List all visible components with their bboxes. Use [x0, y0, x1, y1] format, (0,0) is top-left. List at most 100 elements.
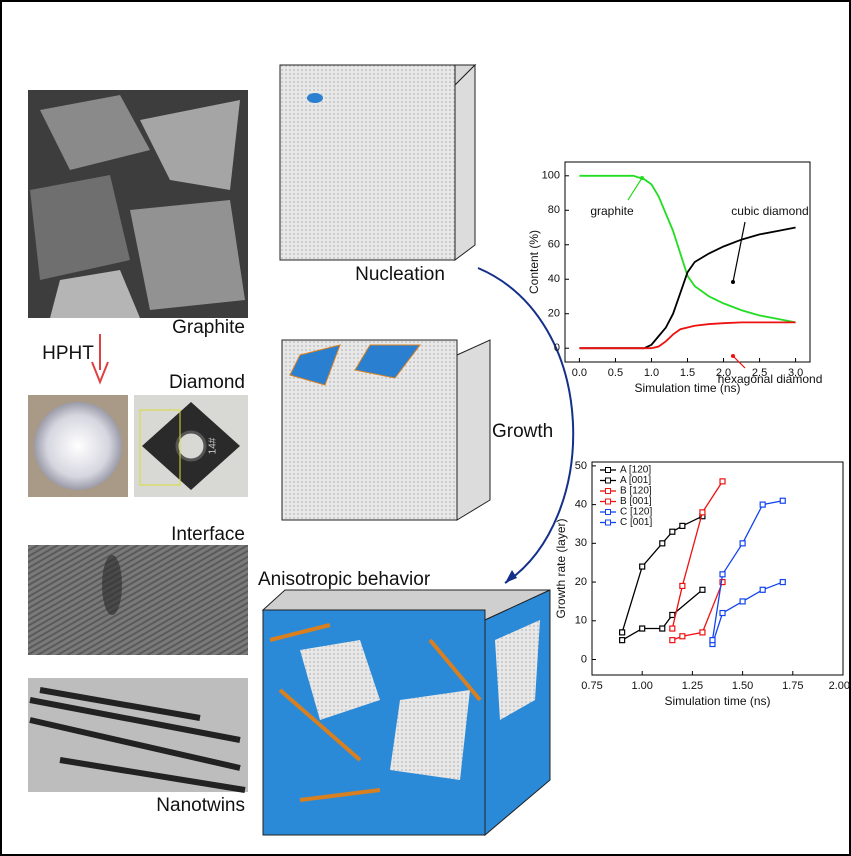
annotation-arrow-head: [640, 176, 644, 180]
legend-marker: [605, 509, 611, 515]
data-point: [669, 637, 676, 644]
legend-marker: [605, 488, 611, 494]
data-point: [699, 586, 706, 593]
cube-anisotropic: [261, 589, 551, 837]
y-axis-label: Growth rate (layer): [554, 518, 568, 618]
x-tick-label: 2.0: [716, 367, 731, 379]
graphite-label: Graphite: [172, 317, 245, 338]
graphite-image: [28, 90, 248, 318]
x-tick-label: 1.75: [782, 680, 803, 692]
data-point: [719, 478, 726, 485]
legend-label: C [001]: [620, 517, 652, 528]
nucleation-label: Nucleation: [355, 264, 445, 285]
annotation-arrow-head: [731, 354, 735, 358]
hpht-arrow: [91, 334, 109, 385]
legend-label: A [001]: [620, 475, 651, 486]
nanotwins-bands: [29, 687, 246, 793]
legend-marker: [605, 498, 611, 505]
data-point: [619, 637, 626, 644]
legend-marker: [605, 477, 611, 484]
diamond-gem: [34, 402, 122, 490]
anisotropic-label: Anisotropic behavior: [258, 569, 431, 590]
annotation-arrow: [627, 177, 643, 201]
x-axis-label: Simulation time (ns): [634, 381, 740, 395]
data-point: [659, 625, 666, 632]
legend-marker: [605, 467, 611, 473]
data-point: [719, 578, 726, 586]
y-tick-label: 50: [575, 460, 587, 472]
data-point: [759, 586, 766, 593]
plot-frame: [591, 461, 844, 676]
data-point: [679, 522, 686, 530]
cube-nucleation: [279, 63, 477, 261]
series-annotation: cubic diamond: [731, 204, 808, 218]
legend-label: A [120]: [620, 465, 651, 476]
data-point: [759, 501, 766, 508]
series-annotation: hexagonal diamond: [718, 372, 823, 386]
x-tick-label: 0.0: [572, 367, 587, 379]
y-axis-label: Content (%): [527, 230, 541, 294]
x-tick-label: 1.25: [682, 680, 703, 692]
x-tick-label: 1.50: [732, 680, 753, 692]
y-tick-label: 40: [548, 273, 560, 285]
series-line: [579, 321, 796, 350]
x-tick-label: 1.00: [631, 680, 652, 692]
y-tick-label: 100: [542, 170, 560, 182]
y-tick-label: 80: [548, 204, 560, 216]
y-tick-label: 0: [554, 342, 560, 354]
annotation-arrow: [732, 221, 746, 283]
x-tick-label: 2.00: [829, 680, 850, 692]
data-point: [679, 633, 686, 640]
series-annotation: graphite: [590, 204, 634, 218]
x-axis-label: Simulation time (ns): [664, 694, 770, 708]
data-point: [779, 578, 786, 586]
series-line: [621, 515, 703, 633]
legend-label: B [001]: [620, 496, 652, 507]
data-point: [619, 629, 626, 636]
nanotwins-label: Nanotwins: [156, 795, 245, 816]
x-tick-label: 3.0: [788, 367, 803, 379]
data-point: [659, 540, 666, 547]
interface-label: Interface: [171, 524, 245, 545]
data-point: [719, 609, 726, 617]
interface-image: [28, 545, 248, 655]
annotation-arrow: [732, 355, 746, 369]
y-tick-label: 60: [548, 239, 560, 251]
data-point: [669, 611, 676, 619]
growth-arrow-head: [505, 570, 517, 583]
growth-arrow: [477, 267, 575, 584]
y-tick-label: 30: [575, 537, 587, 549]
x-tick-label: 1.0: [644, 367, 659, 379]
series-line: [672, 581, 724, 641]
cube-growth: [281, 339, 491, 521]
data-point: [639, 563, 646, 570]
y-tick-label: 0: [581, 653, 587, 665]
data-point: [669, 528, 676, 535]
data-point: [699, 509, 706, 516]
x-tick-label: 0.5: [608, 367, 623, 379]
data-point: [739, 598, 746, 605]
y-tick-label: 40: [575, 499, 587, 511]
y-tick-label: 20: [548, 308, 560, 320]
x-tick-label: 0.75: [581, 680, 602, 692]
legend-label: C [120]: [620, 507, 652, 518]
data-point: [679, 582, 686, 590]
data-point: [669, 625, 676, 632]
data-point: [739, 540, 746, 547]
data-point: [709, 637, 716, 644]
data-point: [719, 571, 726, 578]
series-line: [579, 174, 796, 324]
series-line: [671, 481, 724, 629]
legend-label: B [120]: [620, 486, 652, 497]
sample-box: [139, 409, 181, 486]
y-tick-label: 20: [575, 576, 587, 588]
hpht-label: HPHT: [42, 343, 94, 364]
annotation-arrow-head: [731, 280, 735, 284]
interface-dark: [102, 555, 122, 615]
data-point: [779, 497, 786, 504]
y-tick-label: 10: [575, 615, 587, 627]
data-point: [639, 625, 646, 632]
x-tick-label: 2.5: [752, 367, 767, 379]
sample-hole: [175, 430, 207, 462]
